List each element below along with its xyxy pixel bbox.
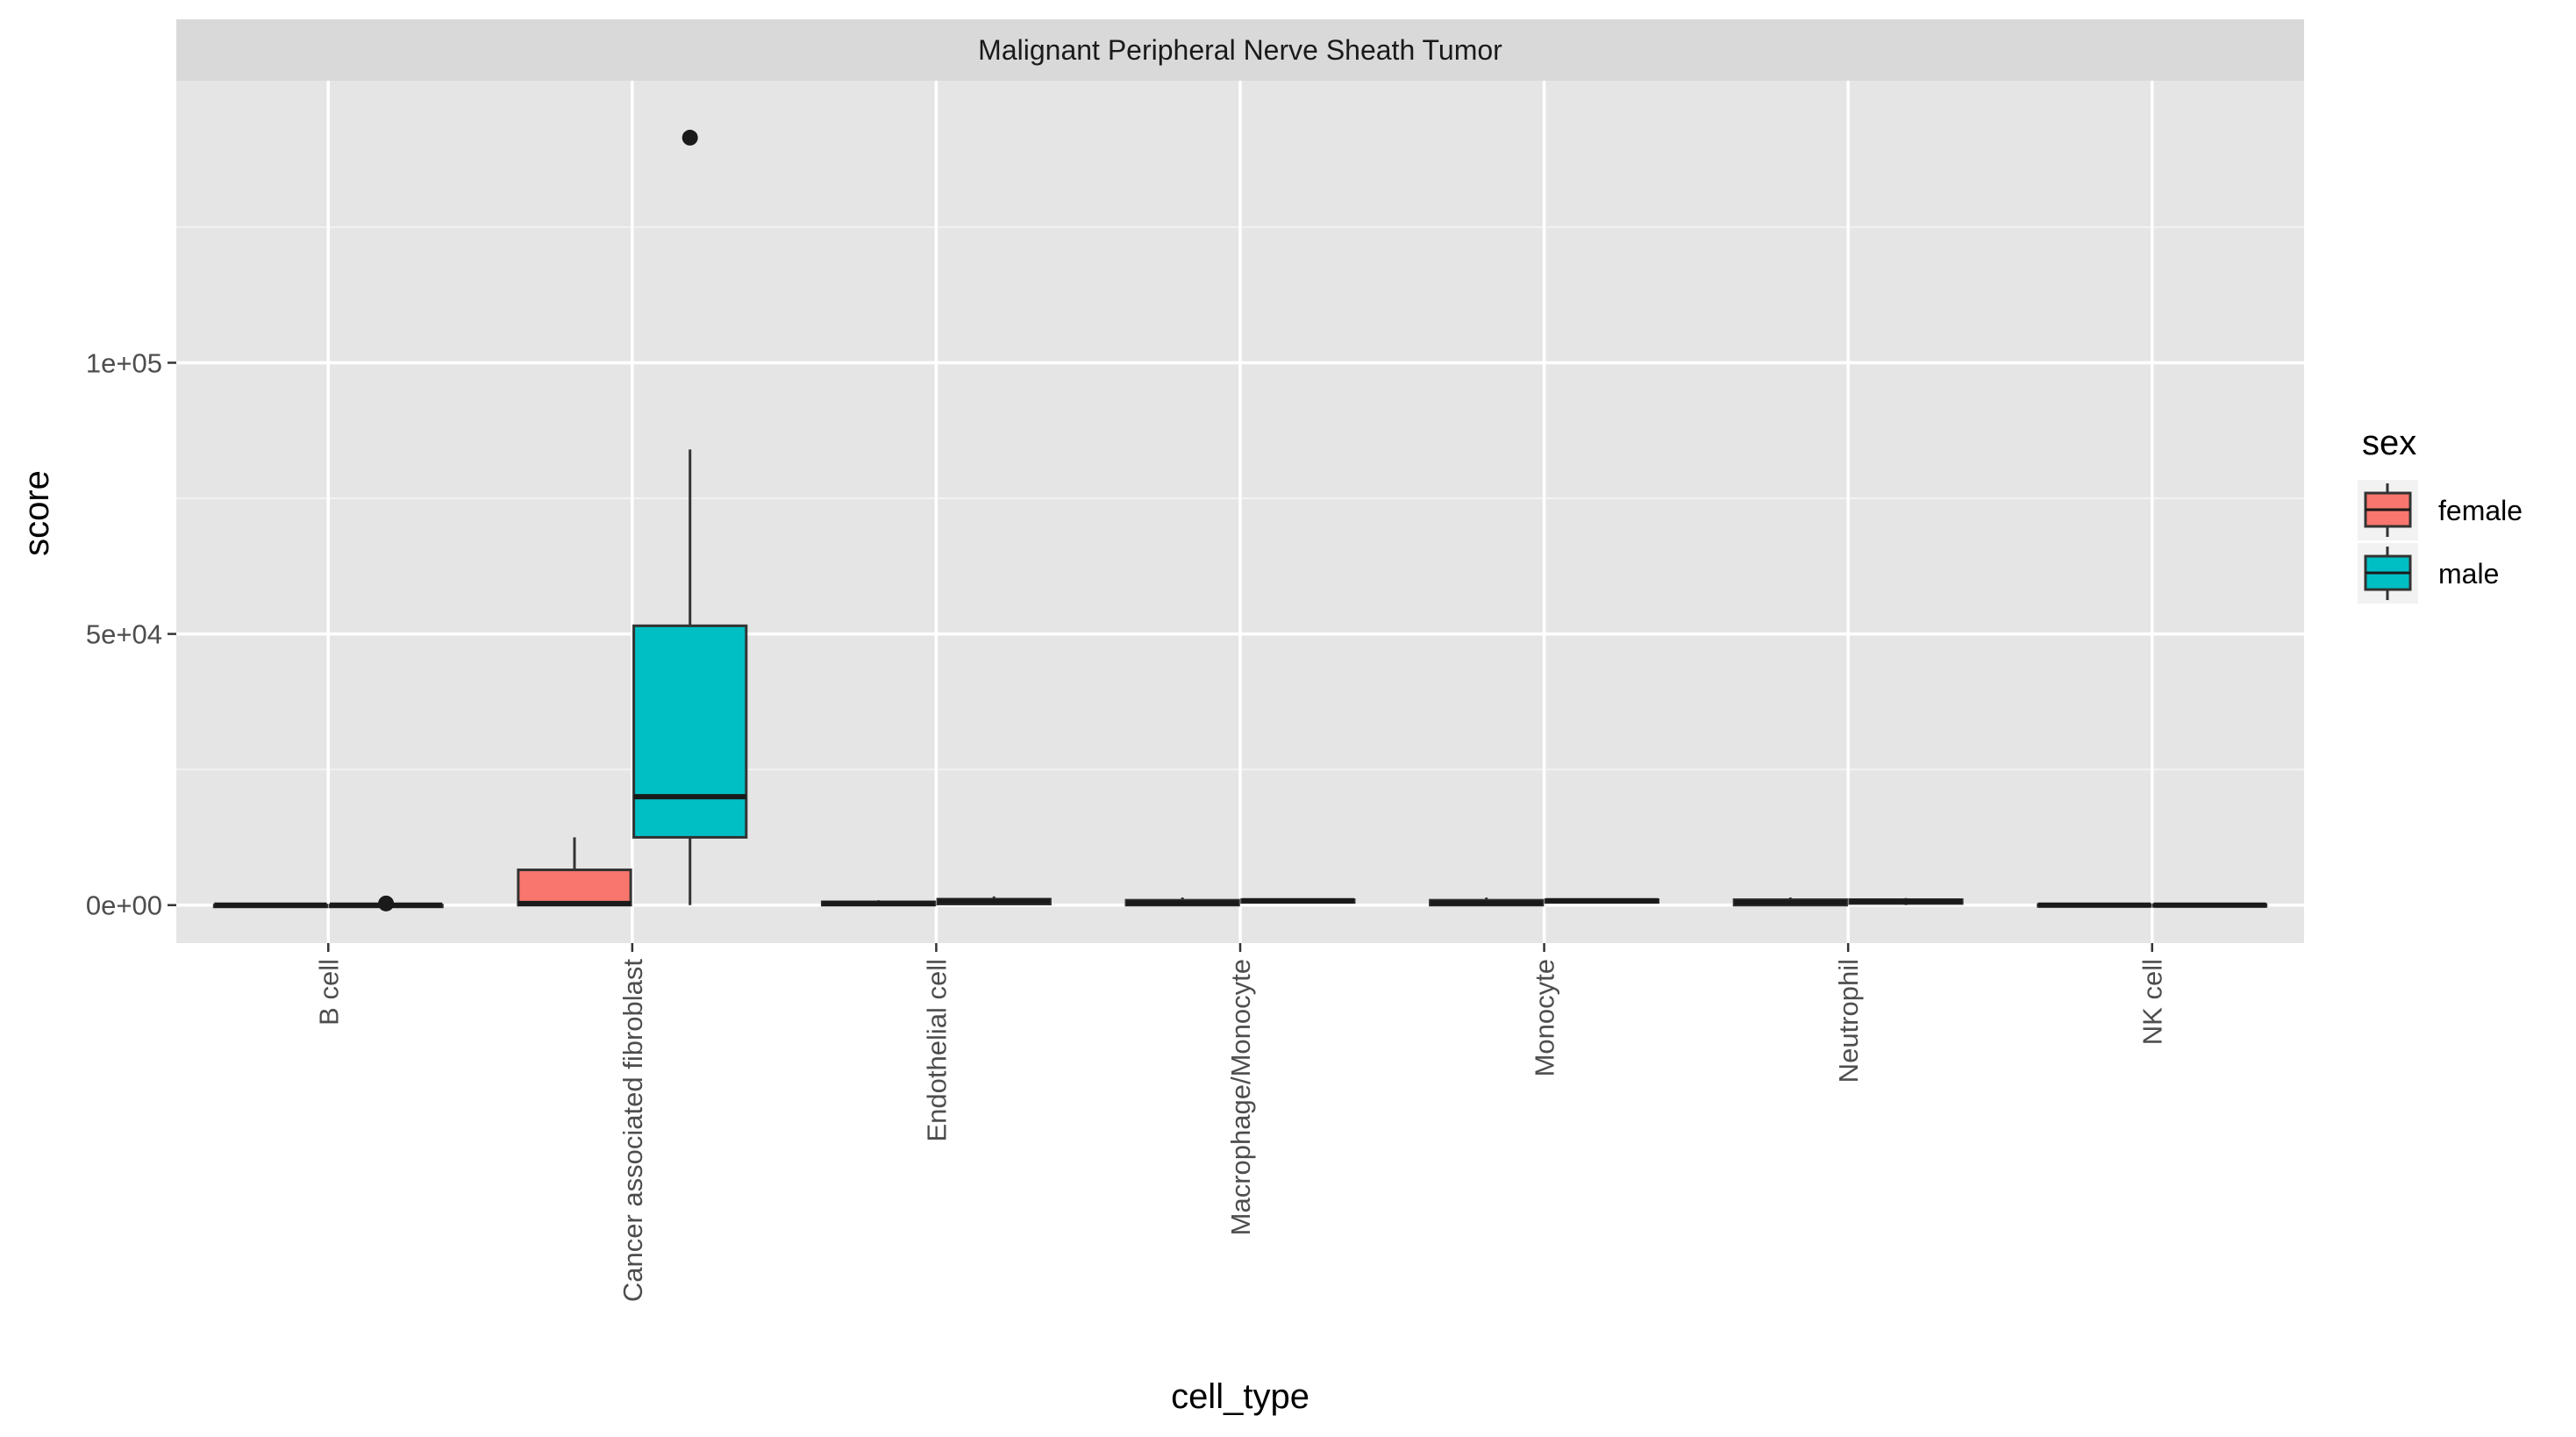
facet-strip: [176, 19, 2304, 81]
legend-item-male: male: [2358, 543, 2499, 604]
box-female: [212, 902, 329, 909]
box-female: [2037, 902, 2152, 908]
outlier-point: [681, 129, 698, 146]
legend: sex female male: [2358, 424, 2522, 604]
y-tick-label: 1e+05: [86, 347, 162, 378]
x-tick-label: Neutrophil: [1833, 959, 1864, 1083]
box-male: [936, 896, 1052, 905]
legend-title: sex: [2362, 424, 2416, 462]
box-female: [1732, 897, 1848, 907]
box-male: [1240, 897, 1356, 904]
box-female: [1429, 897, 1545, 907]
x-axis-title: cell_type: [1171, 1377, 1309, 1416]
x-tick-label: Macrophage/Monocyte: [1225, 959, 1256, 1235]
legend-label: female: [2438, 495, 2522, 526]
legend-label: male: [2438, 558, 2499, 590]
box-layer: [212, 129, 2268, 912]
x-tick-label: B cell: [313, 959, 344, 1026]
facet-title: Malignant Peripheral Nerve Sheath Tumor: [978, 34, 1502, 66]
box-male: [2151, 902, 2268, 908]
y-tick-label: 0e+00: [86, 890, 162, 921]
x-tick-label: Cancer associated fibroblast: [617, 959, 648, 1303]
x-tick-label: Endothelial cell: [921, 959, 952, 1142]
box-female: [820, 900, 937, 907]
box-female: [517, 837, 632, 907]
legend-item-female: female: [2358, 480, 2522, 540]
y-tick-label: 5e+04: [86, 619, 162, 650]
x-tick-label: Monocyte: [1530, 959, 1560, 1076]
box-male: [328, 895, 444, 912]
box-female: [1124, 897, 1240, 907]
box-male: [1544, 897, 1660, 904]
x-tick-label: NK cell: [2137, 959, 2168, 1045]
box-iqr: [632, 624, 748, 839]
grid-layer: [176, 81, 2304, 943]
outlier-point: [378, 895, 395, 912]
axis-layer: 0e+00 5e+04 1e+05 B cell Cancer associated f…: [86, 347, 2168, 1302]
box-male: [632, 129, 748, 905]
box-male: [1848, 897, 1964, 905]
y-axis-title: score: [18, 470, 56, 556]
box-iqr: [517, 869, 632, 907]
